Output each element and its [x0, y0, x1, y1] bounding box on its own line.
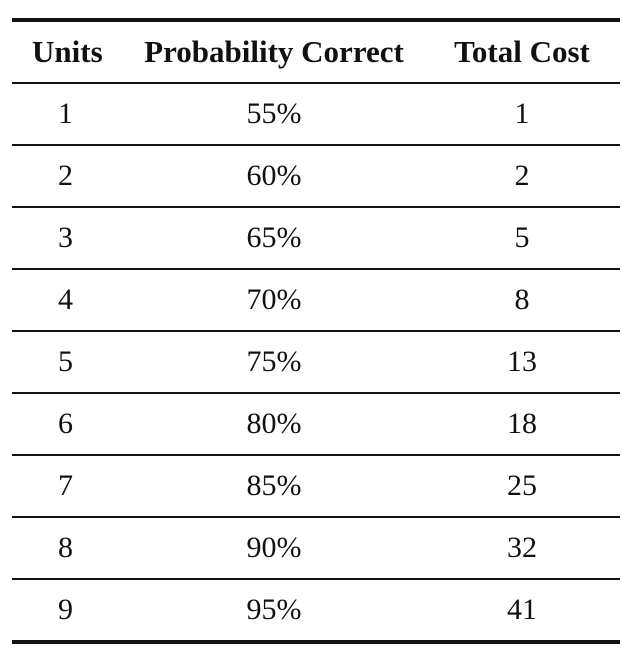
units-cell: 3	[58, 221, 73, 254]
column-header-probability-correct: Probability Correct	[144, 34, 404, 69]
probability-cell: 95%	[246, 593, 302, 626]
table-row: 6 80% 18	[12, 393, 620, 455]
total-cost-cell: 32	[507, 531, 537, 564]
units-probability-cost-table: Units Probability Correct Total Cost 1 5…	[12, 18, 620, 644]
total-cost-cell: 1	[514, 97, 530, 130]
units-cell: 4	[58, 283, 73, 316]
units-cell: 6	[58, 407, 73, 440]
table-row: 7 85% 25	[12, 455, 620, 517]
total-cost-cell: 8	[514, 283, 530, 316]
table-row: 5 75% 13	[12, 331, 620, 393]
table-row: 1 55% 1	[12, 83, 620, 145]
column-header-total-cost: Total Cost	[454, 34, 590, 69]
data-table-container: Units Probability Correct Total Cost 1 5…	[12, 18, 620, 644]
table-row: 9 95% 41	[12, 579, 620, 642]
column-header-units: Units	[32, 34, 103, 69]
table-row: 3 65% 5	[12, 207, 620, 269]
probability-cell: 75%	[246, 345, 302, 378]
units-cell: 7	[58, 469, 73, 502]
total-cost-cell: 41	[507, 593, 537, 626]
units-cell: 5	[58, 345, 73, 378]
units-cell: 2	[58, 159, 73, 192]
table-row: 4 70% 8	[12, 269, 620, 331]
table-row: 8 90% 32	[12, 517, 620, 579]
probability-cell: 85%	[246, 469, 302, 502]
units-cell: 9	[58, 593, 73, 626]
probability-cell: 80%	[246, 407, 302, 440]
probability-cell: 70%	[246, 283, 302, 316]
probability-cell: 90%	[246, 531, 302, 564]
probability-cell: 60%	[246, 159, 302, 192]
units-cell: 1	[58, 97, 73, 130]
probability-cell: 65%	[246, 221, 302, 254]
header-row: Units Probability Correct Total Cost	[12, 20, 620, 83]
probability-cell: 55%	[246, 97, 302, 130]
total-cost-cell: 13	[507, 345, 537, 378]
table-row: 2 60% 2	[12, 145, 620, 207]
total-cost-cell: 5	[514, 221, 530, 254]
total-cost-cell: 2	[514, 159, 530, 192]
total-cost-cell: 25	[507, 469, 537, 502]
total-cost-cell: 18	[507, 407, 537, 440]
units-cell: 8	[58, 531, 73, 564]
